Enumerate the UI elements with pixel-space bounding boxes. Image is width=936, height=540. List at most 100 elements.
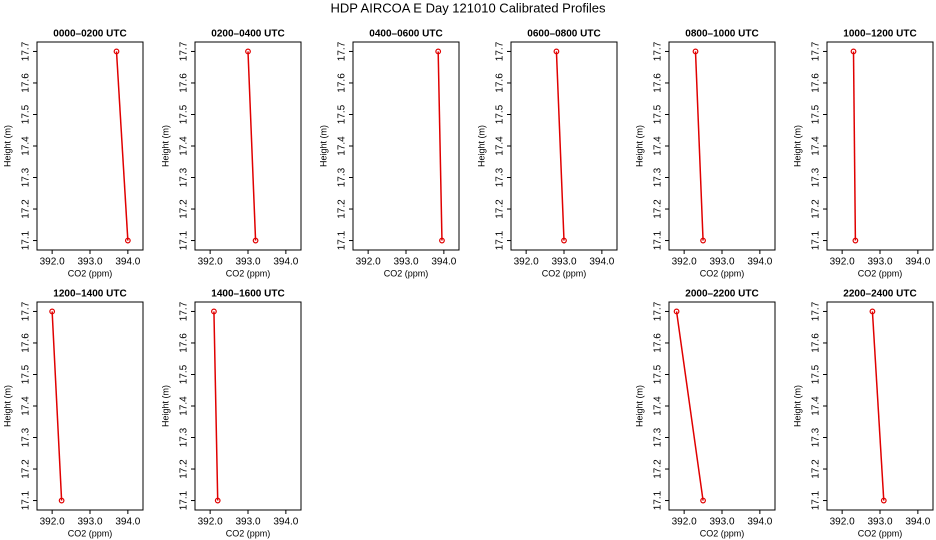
y-tick-label: 17.4 [811,396,822,416]
y-tick-label: 17.5 [495,104,506,124]
profile-line [213,311,219,501]
y-tick-label: 17.4 [495,136,506,156]
y-tick-label: 17.6 [811,333,822,353]
x-tick-label: 392.0 [830,257,855,268]
profile-line [871,311,885,501]
x-tick-label: 393.0 [235,257,260,268]
panel-title: 0400–0600 UTC [369,29,442,40]
y-axis-label: Height (m) [160,125,170,167]
plot-frame [194,41,302,251]
y-tick-label: 17.5 [811,104,822,124]
y-axis-label: Height (m) [792,125,802,167]
point [692,48,699,55]
y-tick-label: 17.2 [179,459,190,479]
y-tick-label: 17.1 [21,230,32,250]
x-tick-label: 392.0 [830,517,855,528]
y-tick-label: 17.7 [21,301,32,321]
profile-line [852,51,857,241]
y-tick-label: 17.6 [811,73,822,93]
y-tick-label: 17.5 [179,364,190,384]
y-tick-label: 17.3 [21,167,32,187]
x-axis-label: CO2 (ppm) [700,268,745,278]
profile-line [51,311,63,501]
plot-frame [194,301,302,511]
y-tick-label: 17.5 [337,104,348,124]
y-tick-label: 17.5 [653,364,664,384]
y-tick-label: 17.1 [811,490,822,510]
x-tick-label: 394.0 [115,517,140,528]
point [850,48,857,55]
y-tick-label: 17.4 [653,136,664,156]
x-tick-label: 392.0 [672,257,697,268]
y-tick-label: 17.1 [337,230,348,250]
x-tick-label: 392.0 [672,517,697,528]
x-axis-label: CO2 (ppm) [858,528,903,538]
point [252,237,259,244]
point [553,48,560,55]
x-tick-label: 393.0 [77,257,102,268]
y-tick-label: 17.1 [653,490,664,510]
y-tick-label: 17.5 [21,364,32,384]
y-tick-label: 17.5 [21,104,32,124]
point [214,497,221,504]
x-axis-label: CO2 (ppm) [68,268,113,278]
point [700,237,706,244]
y-tick-label: 17.6 [337,73,348,93]
y-tick-label: 17.6 [21,333,32,353]
panel-title: 0000–0200 UTC [53,29,126,40]
y-tick-label: 17.3 [179,167,190,187]
x-axis-label: CO2 (ppm) [858,268,903,278]
profile-line [247,51,257,241]
y-tick-label: 17.4 [21,396,32,416]
y-tick-label: 17.4 [21,136,32,156]
plot-frame [826,41,934,251]
plot-frame [668,41,776,251]
y-tick-label: 17.6 [495,73,506,93]
y-tick-label: 17.2 [653,199,664,219]
x-tick-label: 392.0 [40,517,65,528]
point [561,237,567,244]
y-axis-label: Height (m) [634,385,644,427]
x-axis-label: CO2 (ppm) [68,528,113,538]
y-tick-label: 17.7 [811,41,822,61]
y-axis-label: Height (m) [2,385,12,427]
page-title: HDP AIRCOA E Day 121010 Calibrated Profi… [330,0,606,15]
y-tick-label: 17.3 [653,167,664,187]
y-tick-label: 17.2 [179,199,190,219]
y-axis-label: Height (m) [318,125,328,167]
x-tick-label: 394.0 [747,257,772,268]
y-tick-label: 17.2 [21,459,32,479]
x-tick-label: 394.0 [273,517,298,528]
panel-title: 0200–0400 UTC [211,29,284,40]
point [124,237,131,244]
y-tick-label: 17.7 [653,301,664,321]
x-tick-label: 392.0 [40,257,65,268]
y-tick-label: 17.5 [653,104,664,124]
y-tick-label: 17.7 [811,301,822,321]
point [700,497,706,504]
x-axis-label: CO2 (ppm) [700,528,745,538]
y-tick-label: 17.5 [811,364,822,384]
y-tick-label: 17.4 [337,136,348,156]
y-tick-label: 17.2 [653,459,664,479]
panel-title: 2000–2200 UTC [685,289,758,300]
x-tick-label: 393.0 [77,517,102,528]
y-tick-label: 17.6 [653,333,664,353]
plot-frame [826,301,934,511]
y-tick-label: 17.4 [179,136,190,156]
y-axis-label: Height (m) [476,125,486,167]
y-axis-label: Height (m) [2,125,12,167]
y-tick-label: 17.3 [21,427,32,447]
x-tick-label: 393.0 [867,257,892,268]
x-tick-label: 393.0 [235,517,260,528]
point [49,308,56,315]
point [869,308,876,315]
plot-frame [668,301,776,511]
y-tick-label: 17.7 [653,41,664,61]
y-tick-label: 17.3 [653,427,664,447]
y-tick-label: 17.7 [179,41,190,61]
x-tick-label: 392.0 [198,257,223,268]
panel-title: 0600–0800 UTC [527,29,600,40]
x-tick-label: 394.0 [589,257,614,268]
y-tick-label: 17.1 [21,490,32,510]
